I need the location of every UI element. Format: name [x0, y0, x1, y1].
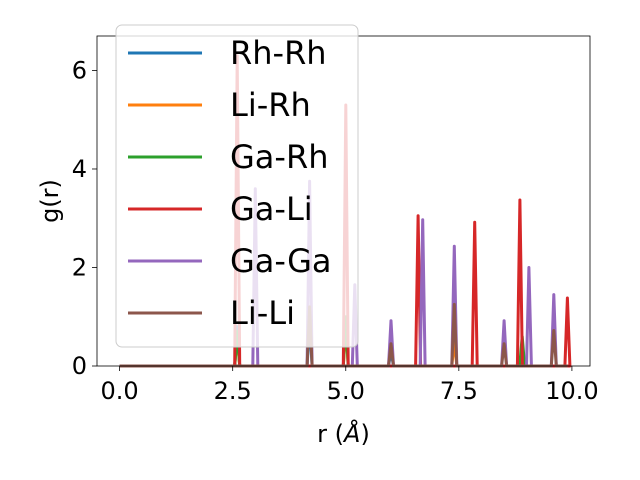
- legend-label: Ga-Ga: [230, 242, 332, 280]
- legend-label: Ga-Li: [230, 190, 313, 228]
- legend-label: Ga-Rh: [230, 138, 328, 176]
- x-axis: 0.0 2.5 5.0 7.5 10.0: [101, 366, 599, 405]
- x-tick-label: 10.0: [545, 377, 598, 405]
- x-tick-label: 0.0: [101, 377, 139, 405]
- y-tick-label: 2: [72, 253, 87, 281]
- legend-label: Li-Li: [230, 294, 295, 332]
- y-axis: 0 2 4 6: [72, 56, 97, 380]
- x-axis-label-suffix: ): [360, 420, 369, 448]
- y-tick-label: 6: [72, 56, 87, 84]
- legend: Rh-Rh Li-Rh Ga-Rh Ga-Li Ga-Ga Li-Li: [115, 24, 359, 348]
- legend-label: Rh-Rh: [230, 34, 327, 72]
- x-tick-label: 7.5: [440, 377, 478, 405]
- x-axis-label: r (Å): [317, 419, 370, 448]
- x-axis-label-prefix: r (: [317, 420, 344, 448]
- x-tick-label: 5.0: [327, 377, 365, 405]
- y-tick-label: 0: [72, 352, 87, 380]
- y-tick-label: 4: [72, 155, 87, 183]
- legend-label: Li-Rh: [230, 86, 311, 124]
- x-tick-label: 2.5: [214, 377, 252, 405]
- y-axis-label: g(r): [36, 179, 64, 223]
- x-axis-label-symbol: Å: [342, 419, 360, 448]
